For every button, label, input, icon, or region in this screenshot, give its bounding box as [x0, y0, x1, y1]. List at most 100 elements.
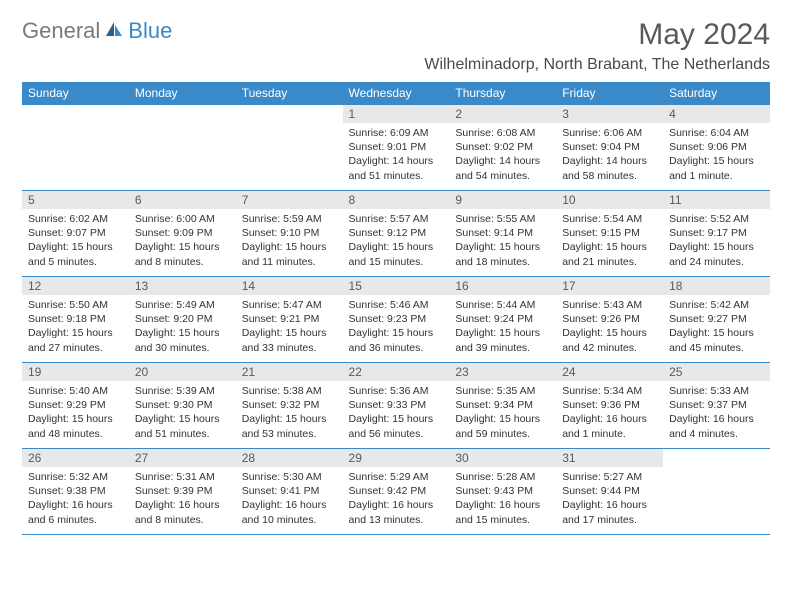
calendar-day: 30Sunrise: 5:28 AMSunset: 9:43 PMDayligh…	[449, 449, 556, 535]
calendar-day: 15Sunrise: 5:46 AMSunset: 9:23 PMDayligh…	[343, 277, 450, 363]
day-details: Sunrise: 5:57 AMSunset: 9:12 PMDaylight:…	[343, 209, 450, 272]
daylight-text: Daylight: 15 hours and 5 minutes.	[28, 240, 123, 268]
day-number: 1	[343, 105, 450, 123]
calendar-day: 4Sunrise: 6:04 AMSunset: 9:06 PMDaylight…	[663, 105, 770, 191]
day-number: 24	[556, 363, 663, 381]
daylight-text: Daylight: 15 hours and 30 minutes.	[135, 326, 230, 354]
calendar-day	[236, 105, 343, 191]
logo-text-general: General	[22, 18, 100, 44]
day-number: 21	[236, 363, 343, 381]
calendar-day: 28Sunrise: 5:30 AMSunset: 9:41 PMDayligh…	[236, 449, 343, 535]
day-number: 8	[343, 191, 450, 209]
day-number: 4	[663, 105, 770, 123]
day-number: 2	[449, 105, 556, 123]
sunset-text: Sunset: 9:04 PM	[562, 140, 657, 154]
calendar-day: 22Sunrise: 5:36 AMSunset: 9:33 PMDayligh…	[343, 363, 450, 449]
sunset-text: Sunset: 9:15 PM	[562, 226, 657, 240]
calendar-week: 1Sunrise: 6:09 AMSunset: 9:01 PMDaylight…	[22, 105, 770, 191]
day-details: Sunrise: 5:30 AMSunset: 9:41 PMDaylight:…	[236, 467, 343, 530]
day-details: Sunrise: 6:02 AMSunset: 9:07 PMDaylight:…	[22, 209, 129, 272]
calendar-day: 24Sunrise: 5:34 AMSunset: 9:36 PMDayligh…	[556, 363, 663, 449]
day-details: Sunrise: 5:32 AMSunset: 9:38 PMDaylight:…	[22, 467, 129, 530]
day-number: 12	[22, 277, 129, 295]
daylight-text: Daylight: 15 hours and 33 minutes.	[242, 326, 337, 354]
daylight-text: Daylight: 16 hours and 6 minutes.	[28, 498, 123, 526]
weekday-header: Tuesday	[236, 82, 343, 105]
calendar-week: 19Sunrise: 5:40 AMSunset: 9:29 PMDayligh…	[22, 363, 770, 449]
weekday-row: SundayMondayTuesdayWednesdayThursdayFrid…	[22, 82, 770, 105]
daylight-text: Daylight: 14 hours and 51 minutes.	[349, 154, 444, 182]
sunset-text: Sunset: 9:07 PM	[28, 226, 123, 240]
title-block: May 2024 Wilhelminadorp, North Brabant, …	[424, 18, 770, 74]
daylight-text: Daylight: 15 hours and 36 minutes.	[349, 326, 444, 354]
day-details: Sunrise: 5:40 AMSunset: 9:29 PMDaylight:…	[22, 381, 129, 444]
sunset-text: Sunset: 9:24 PM	[455, 312, 550, 326]
calendar-day: 2Sunrise: 6:08 AMSunset: 9:02 PMDaylight…	[449, 105, 556, 191]
daylight-text: Daylight: 15 hours and 21 minutes.	[562, 240, 657, 268]
day-details: Sunrise: 5:52 AMSunset: 9:17 PMDaylight:…	[663, 209, 770, 272]
sunrise-text: Sunrise: 6:09 AM	[349, 126, 444, 140]
day-number: 19	[22, 363, 129, 381]
sunrise-text: Sunrise: 5:35 AM	[455, 384, 550, 398]
sunrise-text: Sunrise: 5:54 AM	[562, 212, 657, 226]
day-number: 16	[449, 277, 556, 295]
month-title: May 2024	[424, 18, 770, 52]
daylight-text: Daylight: 15 hours and 45 minutes.	[669, 326, 764, 354]
daylight-text: Daylight: 15 hours and 48 minutes.	[28, 412, 123, 440]
day-details: Sunrise: 5:27 AMSunset: 9:44 PMDaylight:…	[556, 467, 663, 530]
sunrise-text: Sunrise: 5:32 AM	[28, 470, 123, 484]
sunset-text: Sunset: 9:39 PM	[135, 484, 230, 498]
calendar-day: 26Sunrise: 5:32 AMSunset: 9:38 PMDayligh…	[22, 449, 129, 535]
calendar-day: 10Sunrise: 5:54 AMSunset: 9:15 PMDayligh…	[556, 191, 663, 277]
day-details: Sunrise: 5:35 AMSunset: 9:34 PMDaylight:…	[449, 381, 556, 444]
daylight-text: Daylight: 16 hours and 4 minutes.	[669, 412, 764, 440]
calendar-body: 1Sunrise: 6:09 AMSunset: 9:01 PMDaylight…	[22, 105, 770, 535]
sunrise-text: Sunrise: 5:42 AM	[669, 298, 764, 312]
daylight-text: Daylight: 15 hours and 53 minutes.	[242, 412, 337, 440]
sunrise-text: Sunrise: 6:08 AM	[455, 126, 550, 140]
daylight-text: Daylight: 15 hours and 15 minutes.	[349, 240, 444, 268]
calendar-day: 16Sunrise: 5:44 AMSunset: 9:24 PMDayligh…	[449, 277, 556, 363]
calendar-day: 17Sunrise: 5:43 AMSunset: 9:26 PMDayligh…	[556, 277, 663, 363]
day-number: 22	[343, 363, 450, 381]
day-details: Sunrise: 5:49 AMSunset: 9:20 PMDaylight:…	[129, 295, 236, 358]
sunset-text: Sunset: 9:01 PM	[349, 140, 444, 154]
calendar-day	[22, 105, 129, 191]
calendar-day: 1 Sunrise: 6:09 AMSunset: 9:01 PMDaylight…	[343, 105, 450, 191]
day-details: Sunrise: 5:36 AMSunset: 9:33 PMDaylight:…	[343, 381, 450, 444]
day-details: Sunrise: 5:33 AMSunset: 9:37 PMDaylight:…	[663, 381, 770, 444]
calendar-day: 8Sunrise: 5:57 AMSunset: 9:12 PMDaylight…	[343, 191, 450, 277]
calendar-day: 12Sunrise: 5:50 AMSunset: 9:18 PMDayligh…	[22, 277, 129, 363]
daylight-text: Daylight: 15 hours and 11 minutes.	[242, 240, 337, 268]
calendar-week: 26Sunrise: 5:32 AMSunset: 9:38 PMDayligh…	[22, 449, 770, 535]
logo-text-blue: Blue	[128, 18, 172, 44]
day-details: Sunrise: 6:04 AMSunset: 9:06 PMDaylight:…	[663, 123, 770, 186]
calendar-day: 23Sunrise: 5:35 AMSunset: 9:34 PMDayligh…	[449, 363, 556, 449]
daylight-text: Daylight: 15 hours and 8 minutes.	[135, 240, 230, 268]
daylight-text: Daylight: 15 hours and 24 minutes.	[669, 240, 764, 268]
day-details: Sunrise: 5:31 AMSunset: 9:39 PMDaylight:…	[129, 467, 236, 530]
sunset-text: Sunset: 9:10 PM	[242, 226, 337, 240]
sunrise-text: Sunrise: 5:38 AM	[242, 384, 337, 398]
day-number: 5	[22, 191, 129, 209]
day-number: 23	[449, 363, 556, 381]
calendar-week: 12Sunrise: 5:50 AMSunset: 9:18 PMDayligh…	[22, 277, 770, 363]
sunrise-text: Sunrise: 5:40 AM	[28, 384, 123, 398]
day-details: Sunrise: 5:38 AMSunset: 9:32 PMDaylight:…	[236, 381, 343, 444]
sunrise-text: Sunrise: 6:02 AM	[28, 212, 123, 226]
daylight-text: Daylight: 15 hours and 1 minute.	[669, 154, 764, 182]
calendar-day: 13Sunrise: 5:49 AMSunset: 9:20 PMDayligh…	[129, 277, 236, 363]
sunrise-text: Sunrise: 5:29 AM	[349, 470, 444, 484]
day-number: 14	[236, 277, 343, 295]
day-number: 28	[236, 449, 343, 467]
sunrise-text: Sunrise: 5:36 AM	[349, 384, 444, 398]
sunrise-text: Sunrise: 5:31 AM	[135, 470, 230, 484]
calendar-day: 3Sunrise: 6:06 AMSunset: 9:04 PMDaylight…	[556, 105, 663, 191]
day-details: Sunrise: 5:44 AMSunset: 9:24 PMDaylight:…	[449, 295, 556, 358]
day-number: 31	[556, 449, 663, 467]
calendar-head: SundayMondayTuesdayWednesdayThursdayFrid…	[22, 82, 770, 105]
sunset-text: Sunset: 9:34 PM	[455, 398, 550, 412]
calendar-day: 14Sunrise: 5:47 AMSunset: 9:21 PMDayligh…	[236, 277, 343, 363]
sunset-text: Sunset: 9:41 PM	[242, 484, 337, 498]
day-number: 17	[556, 277, 663, 295]
